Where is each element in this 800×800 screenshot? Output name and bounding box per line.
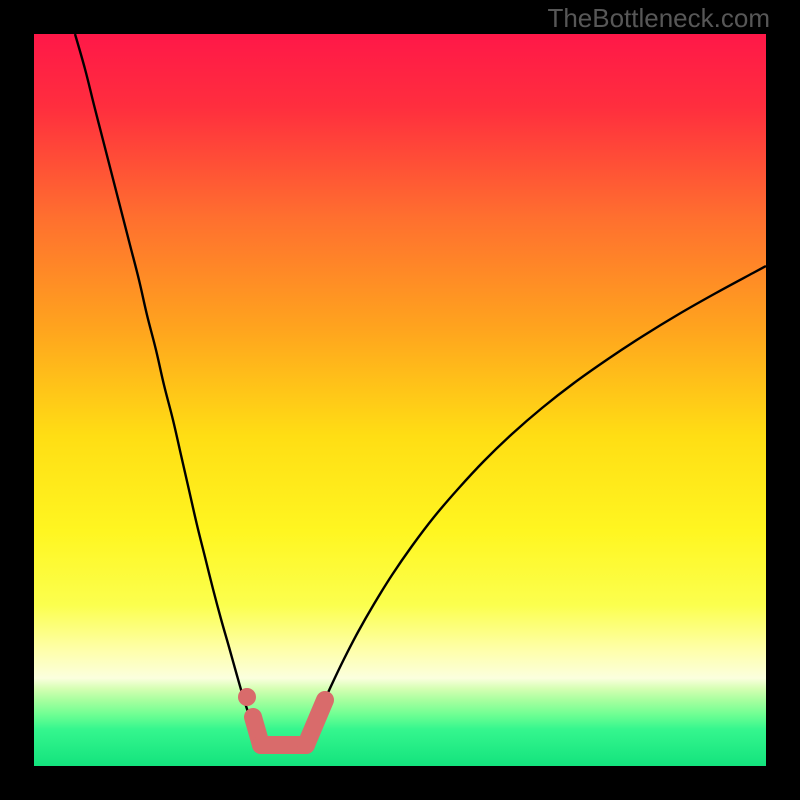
bottleneck-chart bbox=[34, 34, 766, 766]
highlight-dot bbox=[238, 688, 256, 706]
right-curve bbox=[314, 266, 766, 723]
left-curve bbox=[75, 34, 252, 723]
plot-background bbox=[34, 34, 766, 766]
watermark-text: TheBottleneck.com bbox=[547, 3, 770, 34]
highlight-right-segment bbox=[306, 700, 325, 745]
